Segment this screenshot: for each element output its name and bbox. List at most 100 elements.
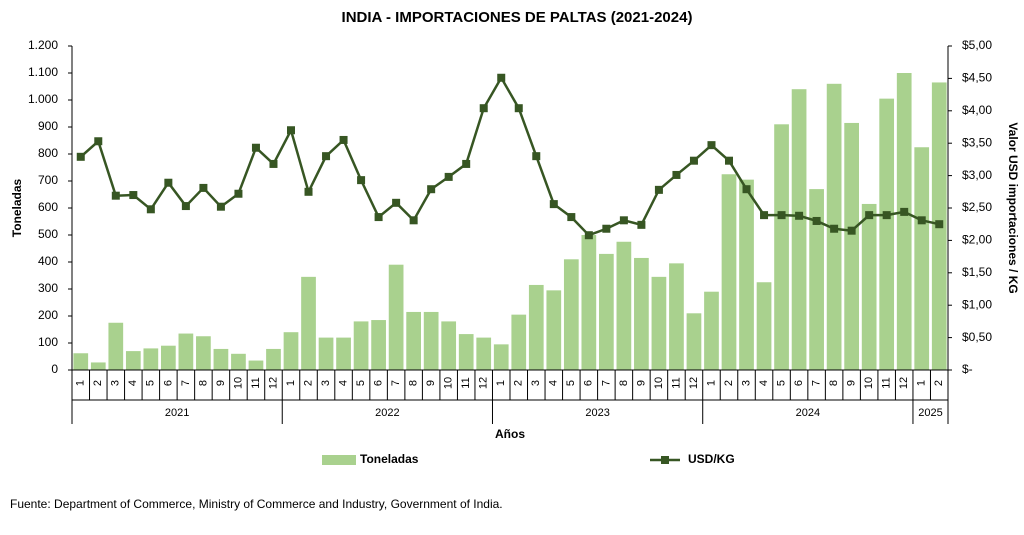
line-marker [760,211,769,220]
bar [336,337,351,370]
x-tick-label: 6 [373,380,385,386]
bar [161,345,176,370]
x-tick-label: 8 [618,380,630,386]
x-tick-label: 11 [670,377,682,388]
line-marker [497,73,506,82]
chart-title: INDIA - IMPORTACIONES DE PALTAS (2021-20… [342,9,693,26]
line-marker [94,137,103,146]
x-tick-label: 1 [916,380,928,386]
x-tick-label: 3 [320,380,332,386]
line-marker [777,211,786,220]
y2-tick-label: $3,00 [962,168,992,182]
line-marker [602,224,611,233]
x-tick-label: 6 [583,380,595,386]
x-tick-label: 9 [215,380,227,386]
y2-tick-label: $1,50 [962,265,992,279]
y-tick-label: 700 [38,173,58,187]
line-marker [725,156,733,165]
x-tick-label: 5 [565,380,577,386]
line-marker [287,126,295,135]
x-tick-label: 4 [337,380,349,386]
x-tick-label: 1 [285,380,297,386]
line-marker [654,185,663,194]
bar [143,348,159,370]
bar [90,362,106,370]
line-marker [532,152,541,161]
x-tick-label: 12 [898,377,910,389]
bar [546,290,562,370]
x-tick-label: 2 [302,380,314,386]
line-marker [917,216,926,225]
line-marker [234,189,243,198]
x-tick-label: 8 [828,380,840,386]
bar [756,282,772,370]
y2-tick-label: $0,50 [962,330,992,344]
y-tick-label: 100 [38,335,58,349]
legend-label: USD/KG [688,452,735,466]
x-tick-label: 9 [635,380,647,386]
x-tick-label: 4 [548,380,560,386]
line-marker [672,170,681,179]
line-marker [427,185,436,194]
y2-axis-label: Valor USD importaciones / KG [1006,122,1020,293]
x-tick-label: 7 [390,380,402,386]
x-tick-label: 2 [933,380,945,386]
line-marker [549,200,558,209]
bar [861,203,877,370]
x-tick-label: 4 [758,380,770,386]
x-tick-label: 1 [705,380,717,386]
x-tick-label: 1 [495,380,507,386]
x-tick-label: 3 [530,380,542,386]
bar [809,189,824,370]
line-marker [707,141,716,150]
line-marker [619,216,628,225]
x-tick-label: 12 [267,377,279,389]
bar [353,321,369,370]
line-marker [357,176,366,185]
legend-swatch [322,455,356,465]
bar [441,321,457,370]
bar [301,276,316,370]
bar [791,89,807,370]
y2-tick-label: $2,50 [962,200,992,214]
x-tick-label: 3 [740,380,752,386]
bar [739,179,754,370]
x-tick-label: 10 [863,377,875,389]
line-marker [199,183,208,192]
bar [616,241,632,370]
bar [721,174,737,370]
bar [476,337,492,370]
y2-tick-label: $5,00 [962,38,992,52]
line-marker [830,224,839,233]
y-tick-label: 900 [38,119,58,133]
bar [318,337,334,370]
y-axis-label: Toneladas [10,178,24,237]
bar [458,334,474,370]
x-tick-label: 5 [145,380,157,386]
y2-tick-label: $3,50 [962,135,992,149]
line-marker [900,207,909,216]
x-group-label: 2023 [585,407,609,419]
x-tick-label: 2 [723,380,735,386]
y-tick-label: 1.000 [28,92,58,106]
x-tick-label: 3 [110,380,122,386]
x-tick-label: 7 [180,380,192,386]
bar [266,348,281,370]
line-marker [882,211,891,220]
x-tick-label: 9 [425,380,437,386]
bar [599,253,614,370]
line-marker [181,202,190,211]
legend-label: Toneladas [360,452,419,466]
x-tick-label: 11 [460,377,472,388]
bar [388,264,404,370]
line-marker [76,152,85,161]
line-marker [269,159,278,168]
bar [371,320,386,370]
bar [704,291,719,370]
x-tick-label: 9 [846,380,858,386]
x-tick-label: 8 [197,380,209,386]
x-tick-label: 10 [443,377,455,389]
bar [581,235,597,370]
bar [563,259,579,370]
